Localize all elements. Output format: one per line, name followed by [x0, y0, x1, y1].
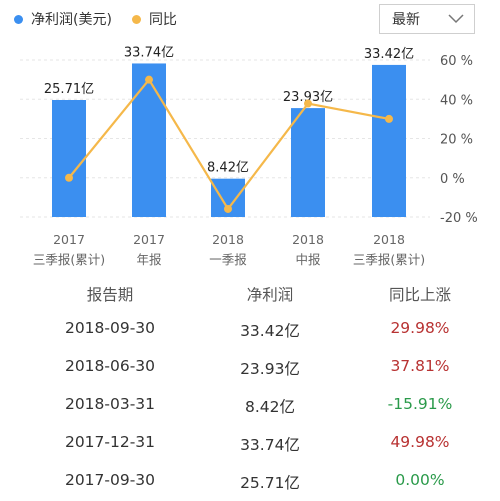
cell-profit: 23.93亿	[240, 360, 300, 378]
y-right-tick-label: 60 %	[440, 54, 473, 69]
x-tick-label-period: 中报	[295, 252, 321, 267]
cell-yoy: 49.98%	[390, 433, 450, 451]
header-profit: 净利润	[246, 286, 294, 304]
chart-legend: 净利润(美元) 同比	[14, 9, 197, 29]
legend-yoy-marker	[131, 14, 141, 24]
y-right-tick-label: 0 %	[440, 172, 465, 187]
x-tick-label-period: 三季报(累计)	[353, 252, 425, 267]
bar-data-label: 25.71亿	[44, 82, 94, 97]
cell-profit: 33.42亿	[240, 322, 300, 340]
yoy-point[interactable]	[224, 204, 232, 213]
cell-yoy: -15.91%	[387, 395, 453, 413]
cell-profit: 33.74亿	[240, 436, 300, 454]
x-tick-label-year: 2018	[373, 232, 405, 247]
table-row: 2018-06-30 23.93亿 37.81%	[0, 357, 500, 387]
profit-chart: 60 % 40 % 20 % 0 % -20 % 25.71亿 33.74亿 8.42亿 23.…	[20, 45, 478, 267]
chevron-down-icon	[448, 14, 464, 24]
x-tick-label-year: 2018	[292, 232, 324, 247]
bar-data-label: 23.93亿	[283, 90, 333, 105]
cell-period: 2017-09-30	[64, 471, 156, 489]
yoy-point[interactable]	[145, 75, 153, 84]
yoy-point[interactable]	[304, 99, 312, 108]
bar[interactable]	[52, 100, 86, 217]
header-yoy: 同比上涨	[388, 286, 451, 304]
y-right-tick-label: 40 %	[440, 93, 473, 108]
bar-data-label: 33.42亿	[364, 47, 414, 62]
period-dropdown[interactable]: 最新	[379, 4, 475, 34]
cell-period: 2017-12-31	[64, 433, 156, 451]
x-tick-label-year: 2018	[212, 232, 244, 247]
cell-period: 2018-06-30	[64, 357, 156, 375]
legend-profit-label: 净利润(美元)	[31, 12, 112, 28]
bar[interactable]	[132, 63, 166, 217]
table-row: 2017-12-31 33.74亿 49.98%	[0, 433, 500, 463]
cell-period: 2018-03-31	[64, 395, 156, 413]
table-header-row: 报告期 净利润 同比上涨	[0, 283, 500, 313]
x-tick-label-period: 一季报	[209, 252, 247, 267]
x-tick-label-year: 2017	[53, 232, 85, 247]
bar[interactable]	[291, 108, 325, 217]
bar-data-label: 8.42亿	[207, 161, 249, 176]
legend-item-yoy[interactable]: 同比	[131, 9, 177, 29]
cell-yoy: 37.81%	[390, 357, 450, 375]
legend-profit-marker	[14, 14, 23, 24]
y-right-tick-label: -20 %	[440, 211, 478, 226]
yoy-point[interactable]	[385, 114, 393, 123]
x-tick-label-period: 年报	[136, 252, 162, 267]
table-row: 2018-03-31 8.42亿 -15.91%	[0, 395, 500, 425]
x-tick-label-year: 2017	[133, 232, 165, 247]
cell-yoy: 29.98%	[390, 319, 450, 337]
table-row: 2018-09-30 33.42亿 29.98%	[0, 319, 500, 349]
header-period: 报告期	[86, 286, 134, 304]
cell-profit: 25.71亿	[240, 474, 300, 492]
x-tick-label-period: 三季报(累计)	[33, 252, 105, 267]
table-row: 2017-09-30 25.71亿 0.00%	[0, 471, 500, 501]
legend-yoy-label: 同比	[148, 12, 177, 28]
period-dropdown-value: 最新	[392, 12, 420, 28]
bar[interactable]	[372, 64, 406, 217]
y-right-tick-label: 20 %	[440, 133, 473, 148]
legend-item-profit[interactable]: 净利润(美元)	[14, 9, 112, 29]
bar-data-label: 33.74亿	[124, 45, 174, 60]
cell-yoy: 0.00%	[395, 471, 445, 489]
yoy-point[interactable]	[65, 173, 73, 182]
cell-profit: 8.42亿	[244, 398, 295, 416]
cell-period: 2018-09-30	[64, 319, 156, 337]
